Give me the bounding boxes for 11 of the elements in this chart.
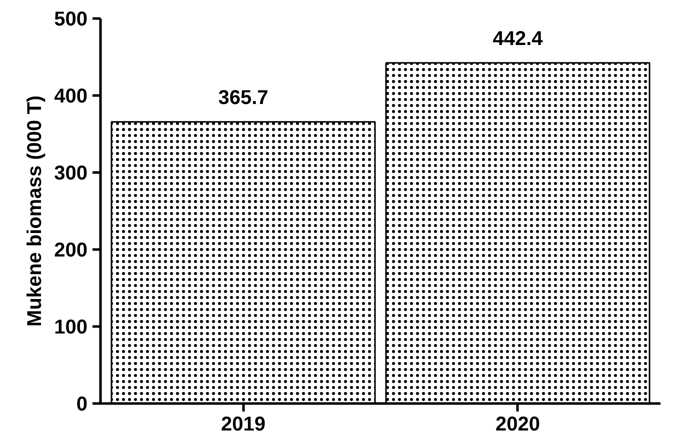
y-tick-label: 500: [54, 8, 88, 30]
y-tick-label: 100: [54, 316, 88, 338]
y-tick-label: 300: [54, 162, 88, 184]
data-label: 365.7: [218, 86, 268, 109]
x-tick-label: 2019: [221, 414, 266, 436]
y-axis-title: Mukene biomass (000 T): [24, 95, 46, 327]
y-tick-label: 200: [54, 240, 88, 262]
data-label: 442.4: [492, 28, 544, 50]
x-tick-label: 2020: [496, 414, 540, 436]
y-tick-label: 0: [76, 394, 88, 416]
y-tick-label: 400: [54, 86, 88, 108]
